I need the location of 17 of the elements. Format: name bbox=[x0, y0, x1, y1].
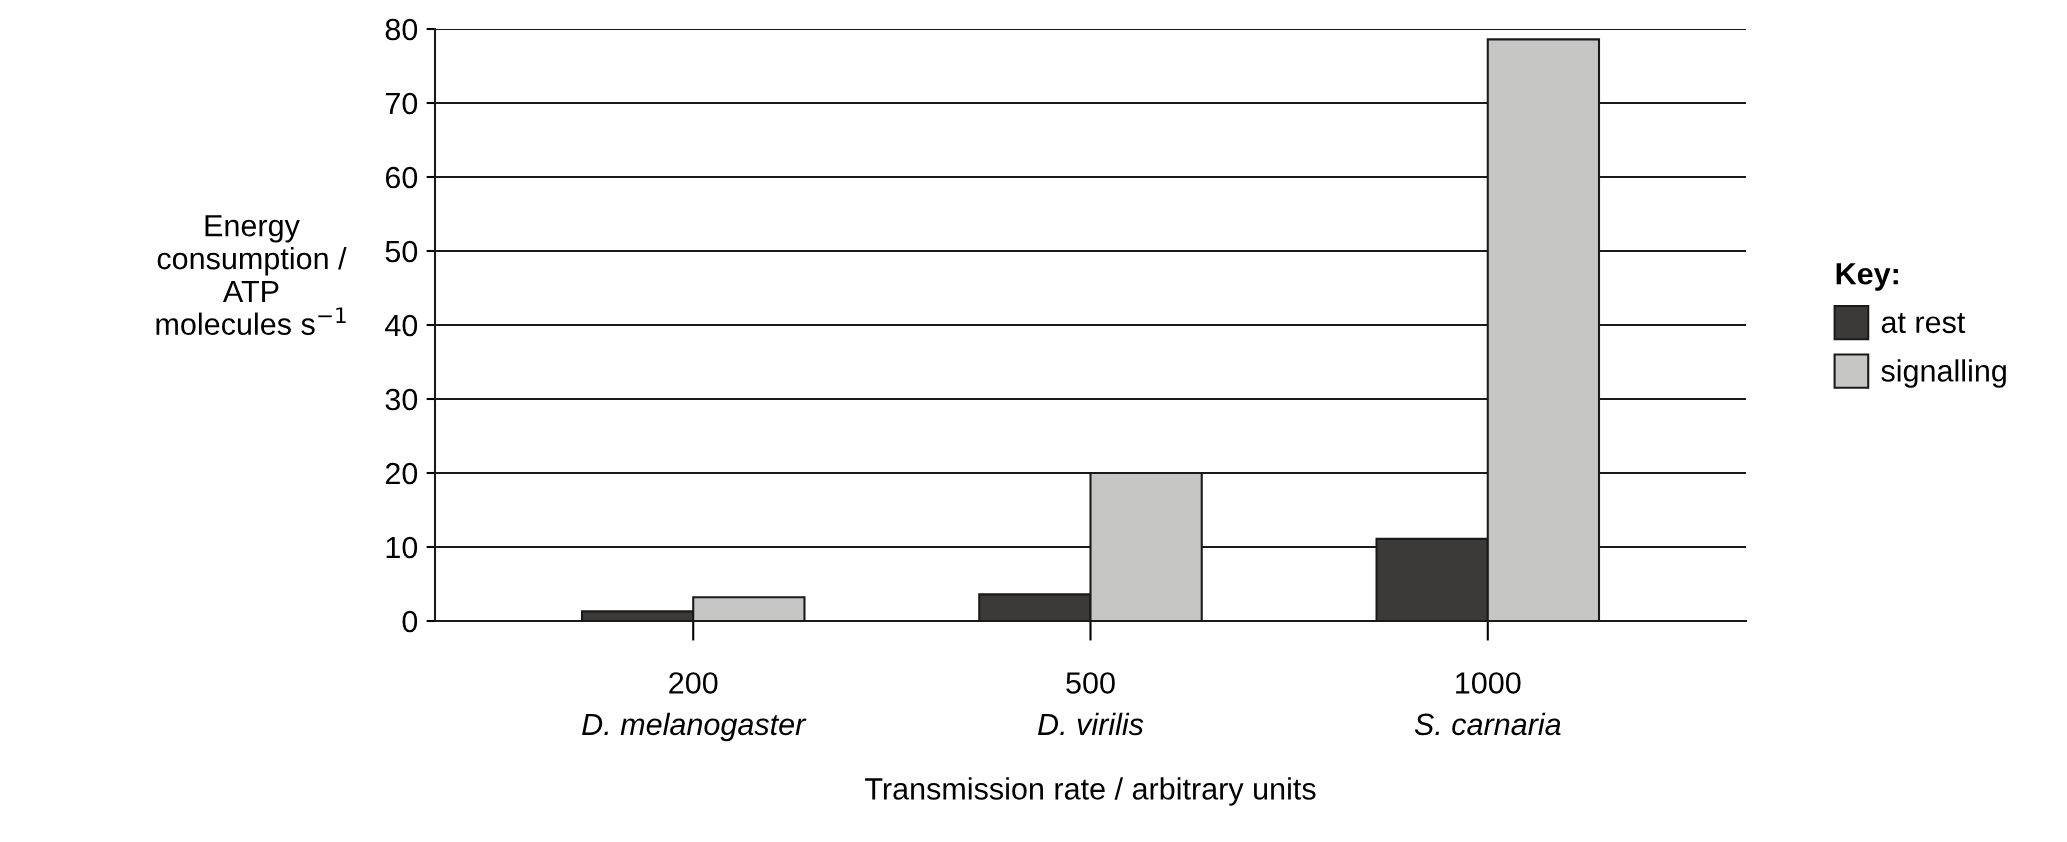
x-tick-label: 1000 S. carnaria bbox=[1414, 672, 1561, 736]
legend-label: at rest bbox=[1881, 313, 1966, 334]
y-tick-label: 30 bbox=[385, 388, 418, 411]
legend-title: Key: bbox=[1836, 263, 1898, 291]
y-tick-label: 40 bbox=[385, 314, 418, 337]
y-tick-label: 60 bbox=[385, 166, 418, 189]
y-axis-title: Energy consumption / ATP molecules s$^{−1}$ bbox=[156, 215, 347, 335]
y-tick-label: 50 bbox=[385, 240, 418, 263]
legend-label: signalling bbox=[1881, 359, 2006, 388]
y-tick-label: 10 bbox=[386, 536, 418, 559]
y-tick-label: 0 bbox=[402, 610, 418, 633]
x-axis-title: Transmission rate / arbitrary units bbox=[865, 777, 1316, 806]
x-tick-label: 200 D. melanogaster bbox=[582, 672, 807, 742]
y-tick-label: 70 bbox=[385, 92, 418, 115]
y-tick-label: 20 bbox=[385, 462, 418, 485]
x-tick-label: 500 D. virilis bbox=[1037, 672, 1144, 736]
y-tick-label: 80 bbox=[385, 18, 418, 41]
